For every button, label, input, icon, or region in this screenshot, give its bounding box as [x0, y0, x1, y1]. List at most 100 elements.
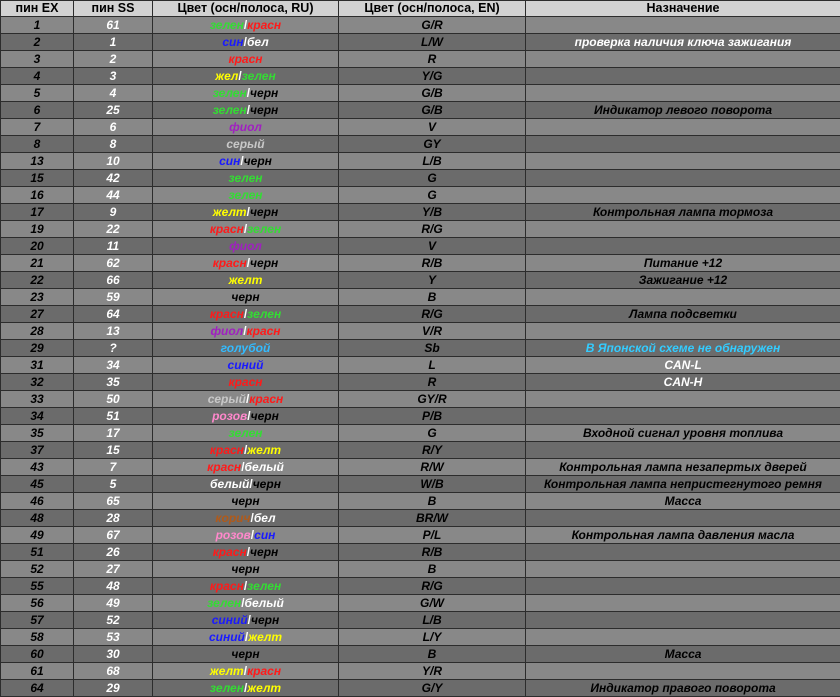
color-name: синий	[228, 358, 264, 372]
pin-ss-cell: 67	[74, 527, 153, 544]
pin-ex-cell: 6	[1, 102, 74, 119]
color-ru-cell: красн/зелен	[153, 306, 339, 323]
pin-ss-cell: 26	[74, 544, 153, 561]
color-name: желт	[213, 205, 247, 219]
purpose-cell	[526, 561, 840, 578]
purpose-cell: CAN-L	[526, 357, 840, 374]
purpose-cell	[526, 51, 840, 68]
color-ru-cell: синий	[153, 357, 339, 374]
pin-ex-cell: 56	[1, 595, 74, 612]
color-name: синий	[209, 630, 245, 644]
color-name: черн	[231, 494, 259, 508]
color-en-cell: V	[339, 238, 526, 255]
purpose-cell	[526, 85, 840, 102]
color-name: красн	[210, 579, 244, 593]
color-name: белый	[245, 596, 284, 610]
color-en-cell: B	[339, 493, 526, 510]
color-name: желт	[229, 273, 263, 287]
color-name: зелен	[228, 188, 262, 202]
purpose-cell	[526, 442, 840, 459]
color-name: зелен	[247, 579, 281, 593]
color-name: красн	[210, 222, 244, 236]
pin-ex-cell: 35	[1, 425, 74, 442]
color-ru-cell: зелен/красн	[153, 17, 339, 34]
color-name: зелен	[207, 596, 241, 610]
color-en-cell: R	[339, 374, 526, 391]
color-name: бел	[254, 511, 276, 525]
color-name: зелен	[213, 103, 247, 117]
color-name: бел	[247, 35, 269, 49]
header-pin-ex: пин EX	[1, 1, 74, 17]
color-en-cell: R/G	[339, 578, 526, 595]
purpose-cell: Масса	[526, 646, 840, 663]
pin-ss-cell: 62	[74, 255, 153, 272]
pin-ex-cell: 31	[1, 357, 74, 374]
pin-ex-cell: 51	[1, 544, 74, 561]
color-name: зелен	[247, 222, 281, 236]
pin-ss-cell: 2	[74, 51, 153, 68]
color-name: зелен	[210, 18, 244, 32]
pin-ss-cell: 10	[74, 153, 153, 170]
pin-ss-cell: 28	[74, 510, 153, 527]
color-name: черн	[250, 86, 278, 100]
color-ru-cell: розов/черн	[153, 408, 339, 425]
pin-ss-cell: 42	[74, 170, 153, 187]
purpose-cell: Контрольная лампа тормоза	[526, 204, 840, 221]
color-name: черн	[244, 154, 272, 168]
purpose-cell	[526, 68, 840, 85]
header-row: пин EX пин SS Цвет (осн/полоса, RU) Цвет…	[1, 1, 840, 17]
pin-ss-cell: 8	[74, 136, 153, 153]
purpose-cell	[526, 153, 840, 170]
purpose-cell	[526, 289, 840, 306]
color-ru-cell: фиол	[153, 238, 339, 255]
purpose-cell	[526, 323, 840, 340]
color-en-cell: G	[339, 425, 526, 442]
header-purpose: Назначение	[526, 1, 840, 17]
pin-ex-cell: 45	[1, 476, 74, 493]
pin-ex-cell: 27	[1, 306, 74, 323]
color-name: желт	[247, 681, 281, 695]
color-en-cell: Sb	[339, 340, 526, 357]
color-name: син	[254, 528, 275, 542]
color-en-cell: L/W	[339, 34, 526, 51]
color-en-cell: R/B	[339, 255, 526, 272]
pin-ss-cell: 15	[74, 442, 153, 459]
purpose-cell	[526, 170, 840, 187]
color-ru-cell: фиол	[153, 119, 339, 136]
pin-ss-cell: 13	[74, 323, 153, 340]
purpose-cell	[526, 187, 840, 204]
purpose-cell: Лампа подсветки	[526, 306, 840, 323]
color-name: зелен	[228, 426, 262, 440]
pin-ss-cell: 6	[74, 119, 153, 136]
pin-ss-cell: 4	[74, 85, 153, 102]
color-en-cell: Y/B	[339, 204, 526, 221]
pin-ss-cell: 7	[74, 459, 153, 476]
color-ru-cell: зелен	[153, 425, 339, 442]
color-name: черн	[231, 290, 259, 304]
purpose-cell	[526, 663, 840, 680]
color-name: черн	[231, 647, 259, 661]
color-name: желт	[247, 443, 281, 457]
pin-ss-cell: 17	[74, 425, 153, 442]
color-name: черн	[250, 205, 278, 219]
purpose-cell	[526, 408, 840, 425]
purpose-cell: Контрольная лампа незапертых дверей	[526, 459, 840, 476]
purpose-cell	[526, 578, 840, 595]
color-name: черн	[250, 103, 278, 117]
color-name: желт	[248, 630, 282, 644]
color-en-cell: L/B	[339, 153, 526, 170]
color-name: розов	[216, 528, 251, 542]
color-name: зелен	[210, 681, 244, 695]
